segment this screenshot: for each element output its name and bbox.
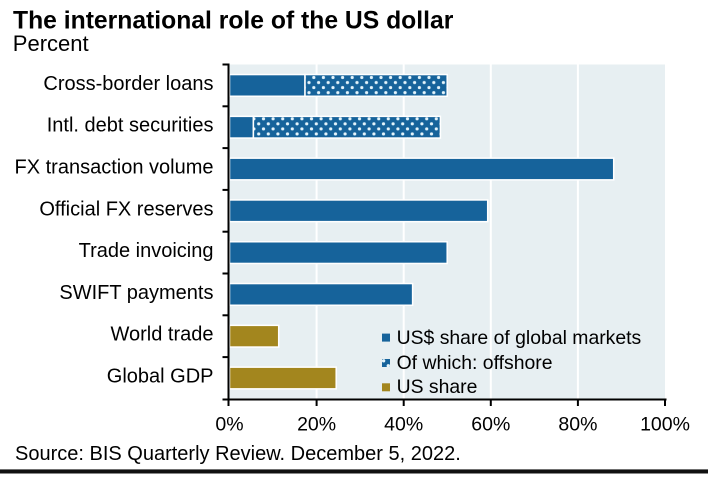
svg-text:40%: 40% <box>384 413 423 435</box>
svg-text:20%: 20% <box>297 413 336 435</box>
svg-text:The international role of the: The international role of the US dollar <box>13 8 454 35</box>
svg-text:US$ share of global markets: US$ share of global markets <box>397 327 642 349</box>
svg-text:FX transaction volume: FX transaction volume <box>15 157 214 179</box>
svg-text:US share: US share <box>397 376 478 398</box>
svg-text:Intl. debt securities: Intl. debt securities <box>47 115 214 137</box>
svg-text:Global GDP: Global GDP <box>107 366 214 388</box>
svg-text:Trade invoicing: Trade invoicing <box>79 240 214 262</box>
svg-text:Official FX reserves: Official FX reserves <box>39 198 213 220</box>
svg-text:Percent: Percent <box>13 31 89 56</box>
svg-text:Of which: offshore: Of which: offshore <box>397 352 553 374</box>
svg-text:0%: 0% <box>215 413 243 435</box>
svg-text:80%: 80% <box>558 413 597 435</box>
svg-text:100%: 100% <box>640 413 690 435</box>
svg-text:Source: BIS Quarterly Review.: Source: BIS Quarterly Review. December 5… <box>15 443 461 465</box>
svg-text:Cross-border loans: Cross-border loans <box>43 73 213 95</box>
svg-text:World trade: World trade <box>110 324 213 346</box>
svg-text:60%: 60% <box>471 413 510 435</box>
svg-text:SWIFT payments: SWIFT payments <box>59 282 213 304</box>
